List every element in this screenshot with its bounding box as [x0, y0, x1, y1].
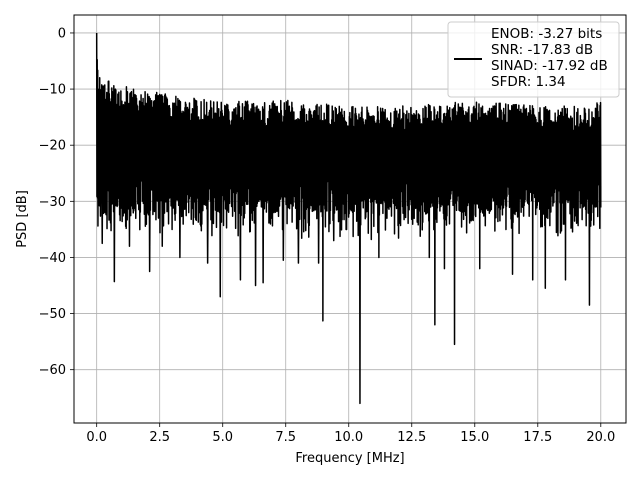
x-tick-label: 5.0	[212, 430, 233, 445]
axes-frame	[73, 14, 627, 424]
legend-entry-enob: ENOB: -3.27 bits	[491, 26, 602, 42]
x-tick-label: 10.0	[334, 430, 363, 445]
y-tick-label: 0	[58, 26, 66, 41]
legend-entry-sfdr: SFDR: 1.34	[491, 74, 566, 90]
y-tick-label: −50	[39, 307, 66, 322]
y-tick-label: −20	[39, 139, 66, 154]
y-tick-label: −40	[39, 251, 66, 266]
y-axis-label: PSD [dB]	[15, 190, 30, 248]
y-tick-label: −10	[39, 83, 66, 98]
x-tick-label: 7.5	[275, 430, 296, 445]
x-tick-label: 12.5	[397, 430, 426, 445]
legend-entry-snr: SNR: -17.83 dB	[491, 42, 593, 58]
x-tick-label: 17.5	[523, 430, 552, 445]
y-axis-ticks: 0 −10 −20 −30 −40 −50 −60	[39, 26, 74, 378]
x-tick-label: 15.0	[460, 430, 489, 445]
x-axis-ticks: 0.0 2.5 5.0 7.5 10.0 12.5 15.0 17.5 20.0	[86, 423, 615, 445]
legend: ENOB: -3.27 bits SNR: -17.83 dB SINAD: -…	[447, 21, 620, 98]
plot-area	[95, 32, 602, 405]
legend-box	[447, 21, 620, 98]
y-tick-label: −30	[39, 195, 66, 210]
x-tick-label: 2.5	[149, 430, 170, 445]
x-axis-label: Frequency [MHz]	[295, 451, 404, 466]
y-tick-label: −60	[39, 363, 66, 378]
psd-series-line	[95, 32, 602, 405]
x-tick-label: 20.0	[586, 430, 615, 445]
legend-entry-sinad: SINAD: -17.92 dB	[491, 58, 608, 74]
x-tick-label: 0.0	[86, 430, 107, 445]
